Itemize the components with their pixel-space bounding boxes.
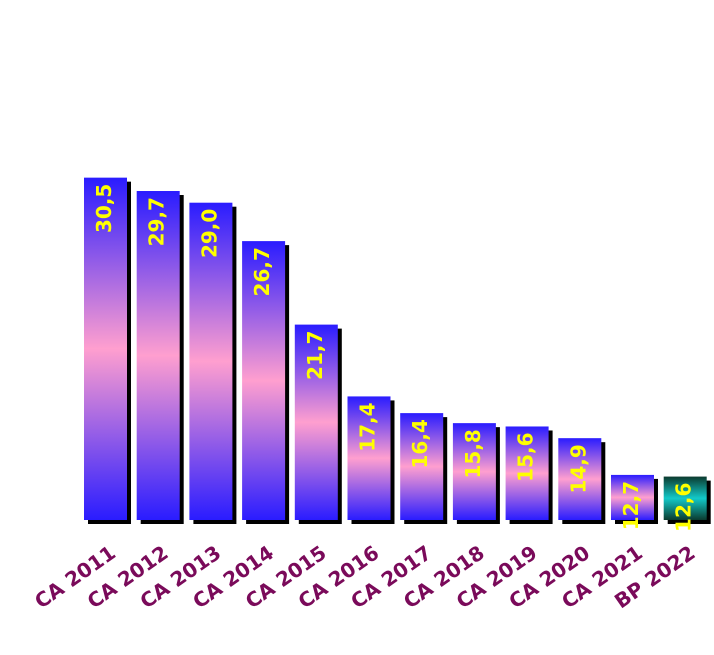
bar-value-label: 17,4 (356, 402, 380, 451)
bar-value-label: 21,7 (303, 331, 327, 380)
bar-ca-2021 (611, 474, 654, 520)
bar-ca-2020 (558, 438, 602, 520)
bar-value-label: 26,7 (250, 247, 274, 296)
bar-ca-2019 (505, 426, 549, 520)
bar-value-label: 15,8 (461, 429, 485, 478)
bar-value-label: 30,5 (92, 184, 116, 233)
bar-ca-2018 (452, 423, 496, 520)
bar-value-label: 16,4 (408, 419, 432, 468)
bar-ca-2014 (242, 241, 286, 521)
bar-ca-2011 (84, 177, 127, 520)
bar-ca-2013 (189, 202, 233, 520)
bar-ca-2016 (347, 396, 391, 520)
bar-value-label: 14,9 (566, 444, 590, 493)
bar-ca-2015 (294, 324, 338, 520)
bar-value-label: 29,7 (145, 197, 169, 246)
bar-value-label: 29,0 (197, 209, 221, 258)
bar-bp-2022 (663, 476, 707, 520)
bar-value-label: 12,7 (619, 481, 643, 530)
bar-ca-2012 (136, 191, 180, 520)
bar-value-label: 15,6 (514, 432, 538, 481)
bars-group (84, 177, 711, 525)
value-labels-group: 30,5 29,7 29,0 26,7 21,7 17,4 16,4 15,8 15,6 14,9… (92, 184, 696, 532)
bar-value-label: 12,6 (672, 483, 696, 532)
bar-ca-2017 (400, 413, 444, 520)
